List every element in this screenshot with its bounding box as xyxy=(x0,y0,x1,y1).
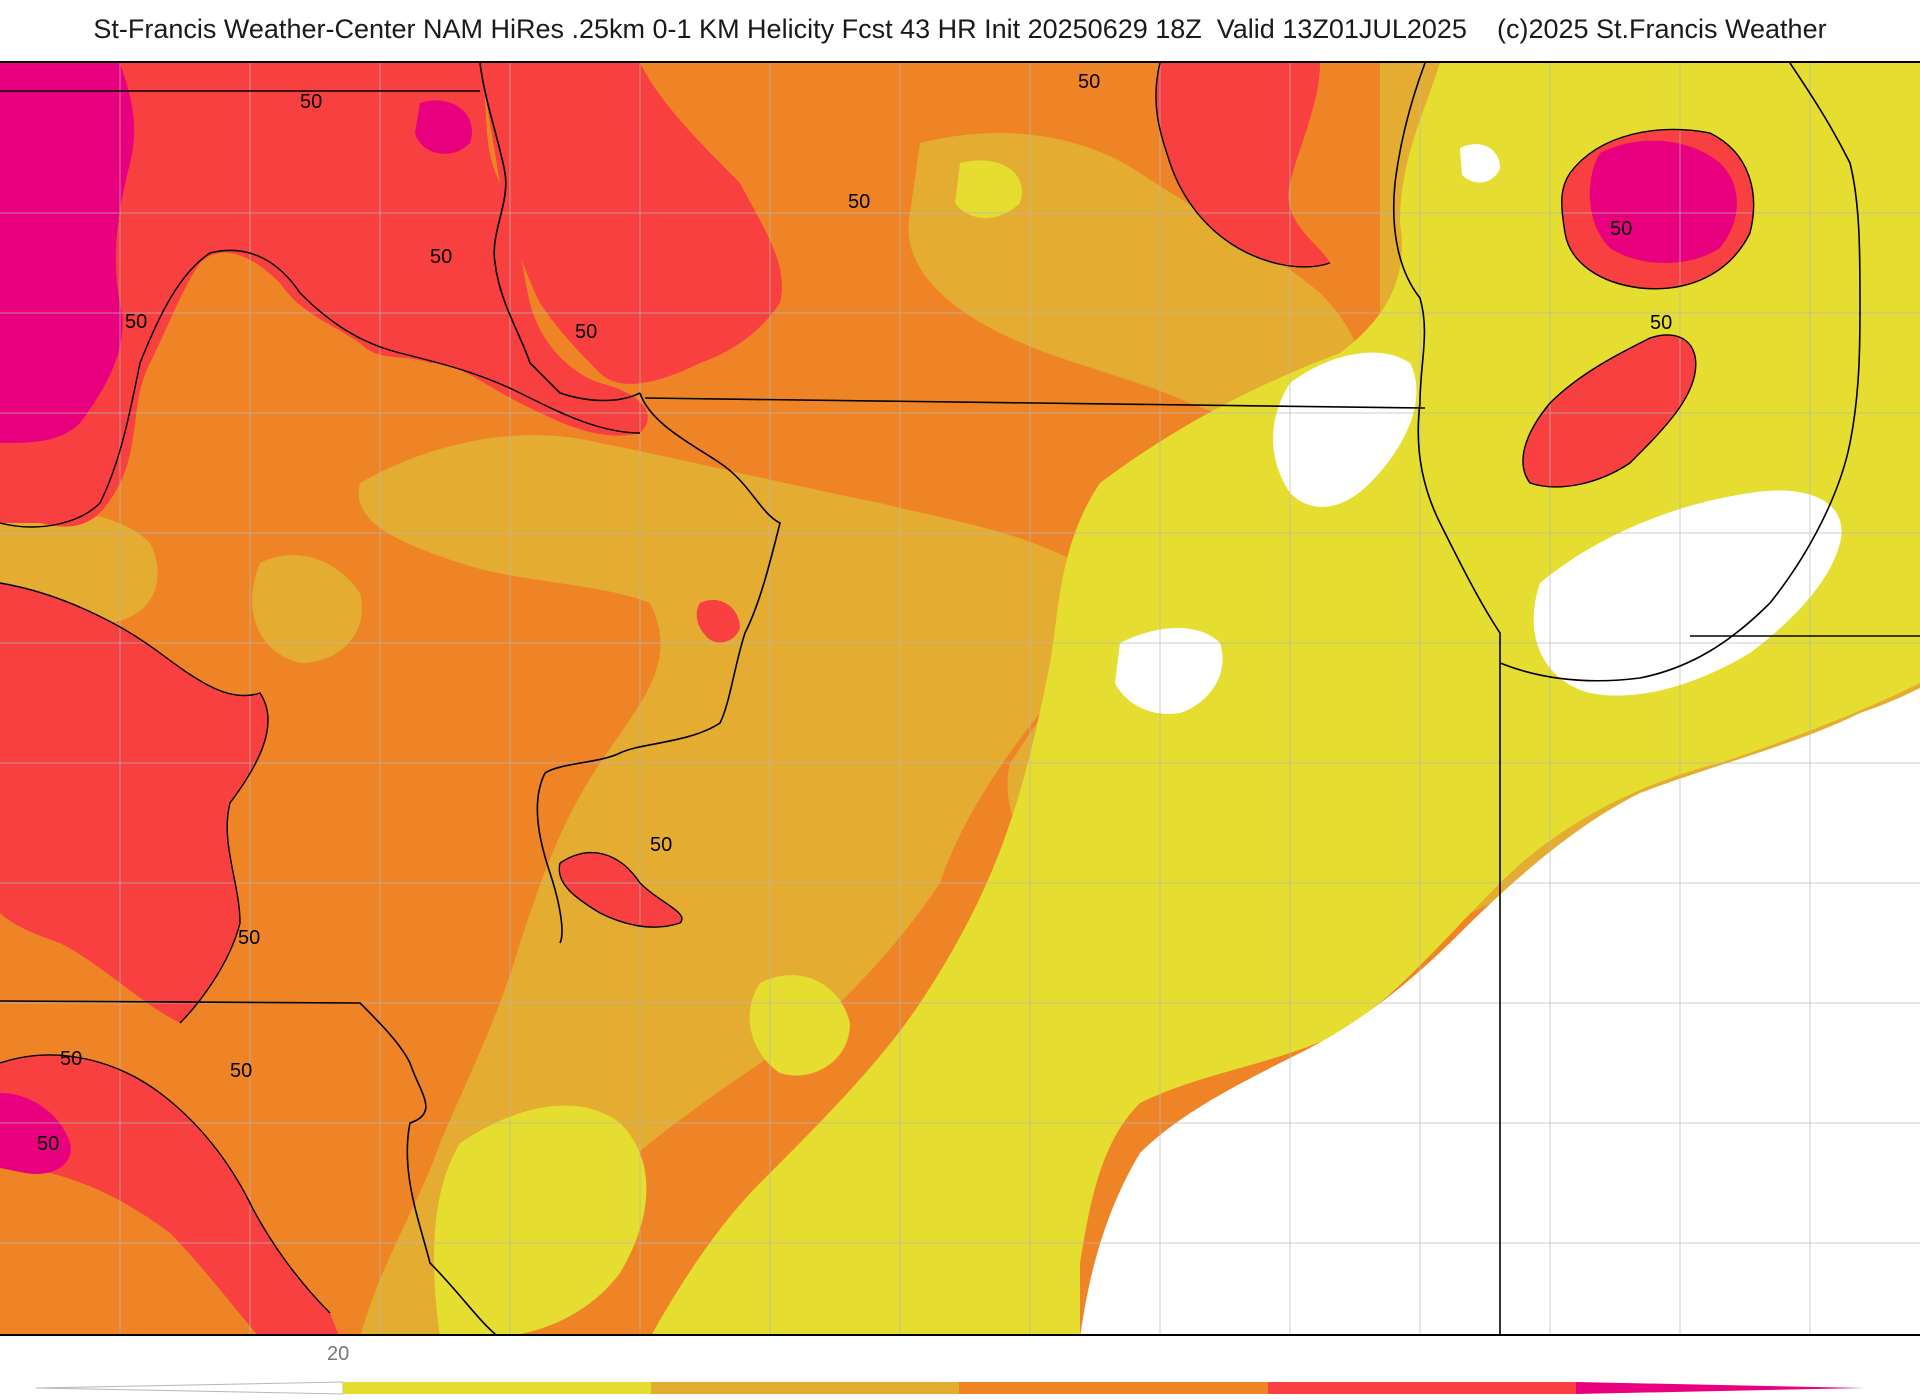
colorbar-high-triangle xyxy=(1576,1382,1865,1394)
field-red-region xyxy=(1155,63,1330,267)
colorbar-bin xyxy=(1268,1382,1576,1394)
field-magenta-region xyxy=(415,100,472,154)
contour-label: 50 xyxy=(1610,218,1632,240)
contour-label: 50 xyxy=(37,1133,59,1155)
field-magenta-region xyxy=(1589,140,1737,263)
colorbar-bin xyxy=(651,1382,959,1394)
colorbar xyxy=(35,1381,1865,1395)
colorbar-tick-label: 20 xyxy=(327,1343,350,1365)
contour-label: 50 xyxy=(1078,71,1100,93)
contour-label: 50 xyxy=(238,927,260,949)
contour-label: 50 xyxy=(430,246,452,268)
field-magenta-region xyxy=(0,1093,71,1174)
field-red-region xyxy=(559,852,682,928)
field-red-region xyxy=(0,583,269,1023)
contour-label: 50 xyxy=(1650,312,1672,334)
contour-lines xyxy=(0,63,1755,1314)
field-red-region xyxy=(1522,334,1696,487)
field-white-region xyxy=(1273,352,1417,507)
contour-label: 50 xyxy=(60,1048,82,1070)
field-gold-region xyxy=(252,554,362,663)
contour-label: 50 xyxy=(125,311,147,333)
field-magenta-region xyxy=(0,63,135,443)
contour-label: 50 xyxy=(848,191,870,213)
contour-label: 50 xyxy=(650,834,672,856)
field-white-region xyxy=(1533,490,1842,696)
field-white-region xyxy=(1115,628,1223,714)
colorbar-bin xyxy=(343,1382,651,1394)
field-red-region xyxy=(0,1054,339,1334)
field-white-region xyxy=(1460,144,1500,183)
contour-label: 50 xyxy=(575,321,597,343)
colorbar-bin xyxy=(959,1382,1268,1394)
field-red-region xyxy=(696,599,740,643)
contour-label: 50 xyxy=(230,1060,252,1082)
field-yellow-region xyxy=(434,1105,647,1334)
map-title: St-Francis Weather-Center NAM HiRes .25k… xyxy=(93,14,1827,44)
helicity-map: 50 50 50 50 50 50 50 50 50 50 50 50 50 xyxy=(0,61,1920,1336)
contour-label: 50 xyxy=(300,91,322,113)
field-red-region xyxy=(0,63,648,527)
county-lines xyxy=(0,63,1920,1334)
state-lines xyxy=(0,63,1920,1334)
field-yellow-region xyxy=(749,975,850,1076)
field-red-region xyxy=(480,63,782,384)
field-yellow-region xyxy=(955,160,1022,218)
field-gold-region xyxy=(908,133,1362,432)
colorbar-low-triangle xyxy=(35,1381,344,1395)
